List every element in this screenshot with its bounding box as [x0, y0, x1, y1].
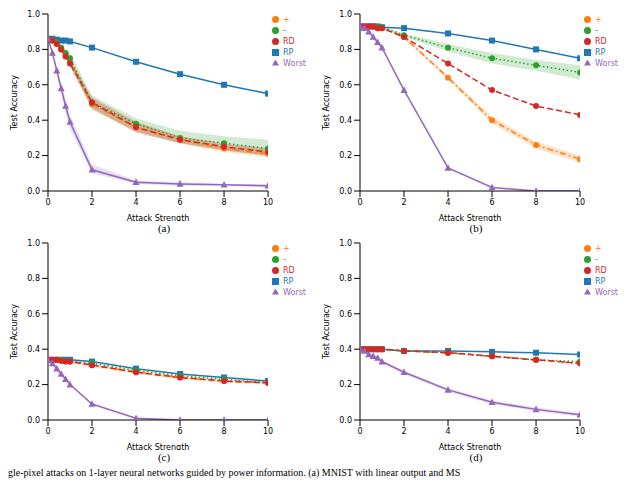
svg-text:8: 8 [534, 198, 539, 207]
svg-text:0.8: 0.8 [339, 45, 352, 54]
html-text:RD: RD [283, 37, 295, 46]
svg-text:2: 2 [89, 427, 94, 436]
html-text:RD: RD [595, 266, 607, 275]
html-text:(a): (a) [157, 222, 171, 234]
svg-text:0.4: 0.4 [27, 116, 40, 125]
svg-text:6: 6 [489, 198, 494, 207]
html-text:RD: RD [283, 266, 295, 275]
svg-text:0: 0 [45, 198, 50, 207]
svg-text:2: 2 [401, 427, 406, 436]
svg-text:0.2: 0.2 [339, 380, 352, 389]
svg-text:0.8: 0.8 [27, 45, 40, 54]
svg-text:2: 2 [401, 198, 406, 207]
svg-text:Attack Strength: Attack Strength [439, 443, 502, 450]
svg-text:0: 0 [357, 198, 362, 207]
svg-text:0: 0 [45, 427, 50, 436]
svg-text:1.0: 1.0 [27, 239, 40, 248]
svg-text:4: 4 [133, 198, 138, 207]
html-text:Worst: Worst [595, 288, 618, 297]
svg-text:1.0: 1.0 [27, 10, 40, 19]
svg-text:8: 8 [534, 427, 539, 436]
svg-text:0.0: 0.0 [27, 187, 40, 196]
svg-text:8: 8 [222, 427, 227, 436]
svg-text:10: 10 [575, 427, 585, 436]
svg-text:0.2: 0.2 [27, 151, 40, 160]
svg-text:0.0: 0.0 [27, 416, 40, 425]
svg-text:Attack Strength: Attack Strength [127, 214, 190, 221]
svg-text:0.4: 0.4 [339, 345, 352, 354]
svg-text:0.8: 0.8 [27, 274, 40, 283]
svg-text:6: 6 [177, 427, 182, 436]
html-text:(c): (c) [157, 451, 171, 463]
svg-text:Attack Strength: Attack Strength [127, 443, 190, 450]
svg-text:0.2: 0.2 [27, 380, 40, 389]
svg-text:8: 8 [222, 198, 227, 207]
svg-text:Attack Strength: Attack Strength [439, 214, 502, 221]
svg-text:0.2: 0.2 [339, 151, 352, 160]
svg-text:10: 10 [263, 198, 273, 207]
svg-text:0.6: 0.6 [27, 310, 40, 319]
svg-text:Test Accuracy: Test Accuracy [322, 304, 331, 360]
svg-text:1.0: 1.0 [339, 239, 352, 248]
svg-text:0.6: 0.6 [339, 310, 352, 319]
svg-text:0.6: 0.6 [339, 81, 352, 90]
svg-text:0.0: 0.0 [339, 187, 352, 196]
svg-text:4: 4 [445, 427, 450, 436]
html-text:RP: RP [595, 48, 606, 57]
html-text:Worst: Worst [595, 59, 618, 68]
svg-text:Test Accuracy: Test Accuracy [10, 304, 19, 360]
svg-text:0.0: 0.0 [339, 416, 352, 425]
html-text:RP: RP [283, 277, 294, 286]
svg-text:1.0: 1.0 [339, 10, 352, 19]
html-text:(b): (b) [469, 222, 483, 234]
svg-text:0.8: 0.8 [339, 274, 352, 283]
html-text:gle-pixel attacks on 1-layer n: gle-pixel attacks on 1-layer neural netw… [8, 467, 461, 478]
svg-text:Test Accuracy: Test Accuracy [322, 75, 331, 131]
svg-text:0: 0 [357, 427, 362, 436]
svg-text:0.6: 0.6 [27, 81, 40, 90]
html-text:Worst: Worst [283, 288, 306, 297]
svg-text:0.4: 0.4 [339, 116, 352, 125]
svg-text:10: 10 [575, 198, 585, 207]
svg-text:6: 6 [177, 198, 182, 207]
svg-text:4: 4 [445, 198, 450, 207]
html-text:(d): (d) [469, 451, 483, 463]
svg-text:Test Accuracy: Test Accuracy [10, 75, 19, 131]
svg-text:6: 6 [489, 427, 494, 436]
svg-text:10: 10 [263, 427, 273, 436]
html-text:RP: RP [595, 277, 606, 286]
html-text:RD: RD [595, 37, 607, 46]
svg-text:0.4: 0.4 [27, 345, 40, 354]
html-text:Worst: Worst [283, 59, 306, 68]
svg-text:2: 2 [89, 198, 94, 207]
html-text:RP: RP [283, 48, 294, 57]
svg-text:4: 4 [133, 427, 138, 436]
